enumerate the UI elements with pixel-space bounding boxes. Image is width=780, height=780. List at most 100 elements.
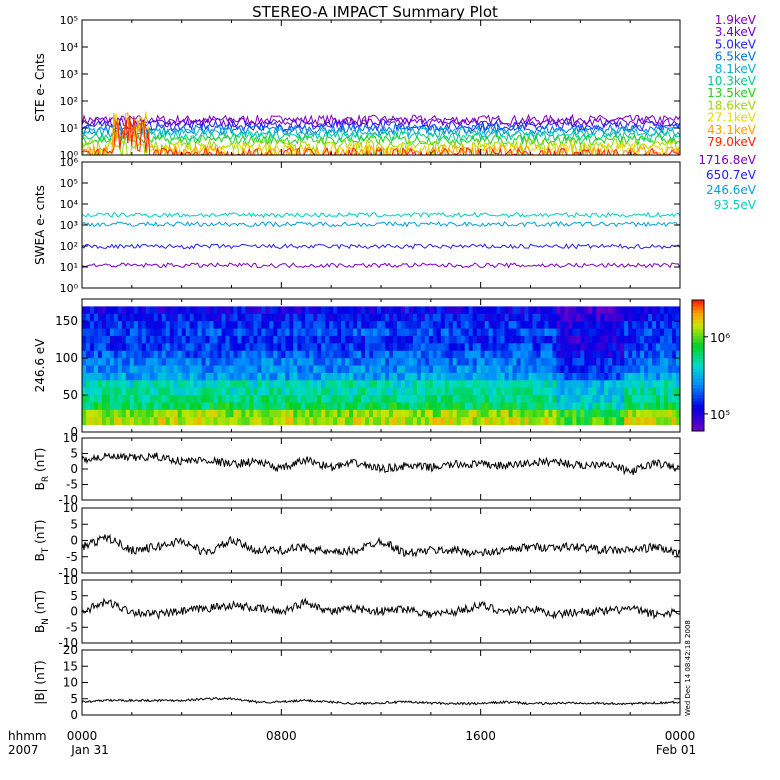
heatmap-cell: [233, 417, 238, 426]
heatmap-cell: [468, 328, 474, 337]
heatmap-cell: [145, 372, 151, 381]
heatmap-cell: [185, 335, 191, 344]
heatmap-cell: [576, 372, 581, 381]
heatmap-cell: [161, 417, 167, 426]
heatmap-cell: [253, 335, 258, 344]
heatmap-cell: [676, 343, 681, 352]
heatmap-cell: [428, 372, 434, 381]
heatmap-cell: [213, 395, 218, 403]
heatmap-cell: [676, 380, 681, 389]
heatmap-cell: [229, 321, 234, 329]
heatmap-cell: [668, 372, 673, 381]
heatmap-cell: [604, 335, 609, 344]
heatmap-cell: [552, 306, 557, 315]
heatmap-cell: [436, 402, 442, 411]
heatmap-cell: [285, 409, 290, 418]
heatmap-cell: [488, 358, 494, 366]
y-tick-label: 0: [70, 605, 78, 619]
heatmap-cell: [528, 328, 533, 337]
heatmap-cell: [616, 321, 621, 329]
heatmap-cell: [408, 335, 414, 344]
heatmap-cell: [145, 417, 151, 426]
heatmap-cell: [556, 350, 561, 359]
heatmap-cell: [193, 380, 199, 389]
heatmap-cell: [496, 321, 501, 329]
heatmap-cell: [436, 380, 442, 389]
heatmap-cell: [632, 402, 637, 411]
heatmap-cell: [564, 387, 569, 396]
heatmap-cell: [384, 343, 390, 352]
heatmap-cell: [472, 372, 478, 381]
heatmap-cell: [432, 350, 438, 359]
heatmap-cell: [476, 350, 482, 359]
heatmap-cell: [337, 380, 342, 389]
heatmap-cell: [321, 343, 326, 352]
heatmap-cell: [293, 365, 298, 374]
heatmap-cell: [560, 321, 565, 329]
heatmap-cell: [456, 409, 462, 418]
heatmap-cell: [229, 350, 234, 359]
heatmap-cell: [149, 409, 155, 418]
heatmap-cell: [556, 409, 561, 418]
heatmap-cell: [153, 395, 159, 403]
x-tick-date: Feb 01: [656, 743, 696, 757]
heatmap-cell: [644, 402, 649, 411]
heatmap-cell: [420, 358, 426, 366]
heatmap-cell: [177, 343, 183, 352]
heatmap-cell: [524, 313, 529, 322]
heatmap-cell: [604, 328, 609, 337]
heatmap-cell: [412, 365, 418, 374]
heatmap-cell: [652, 380, 657, 389]
heatmap-cell: [237, 343, 242, 352]
heatmap-cell: [432, 306, 438, 315]
heatmap-cell: [592, 380, 597, 389]
heatmap-cell: [169, 343, 175, 352]
heatmap-cell: [552, 365, 557, 374]
heatmap-cell: [664, 380, 669, 389]
heatmap-cell: [396, 350, 402, 359]
heatmap-cell: [121, 313, 127, 322]
heatmap-cell: [448, 335, 454, 344]
colorbar-segment: [692, 316, 704, 321]
heatmap-cell: [444, 402, 450, 411]
heatmap-cell: [277, 402, 282, 411]
heatmap-cell: [345, 358, 350, 366]
heatmap-cell: [452, 350, 458, 359]
series-line-10.3keV: [82, 129, 680, 143]
heatmap-cell: [620, 372, 625, 381]
heatmap-cell: [233, 328, 238, 337]
heatmap-cell: [241, 387, 246, 396]
heatmap-cell: [289, 409, 294, 418]
colorbar-segment: [692, 388, 704, 393]
heatmap-cell: [109, 387, 115, 396]
y-axis-label: 246.6 eV: [33, 338, 47, 393]
heatmap-cell: [452, 335, 458, 344]
heatmap-cell: [424, 395, 430, 403]
heatmap-cell: [628, 402, 633, 411]
heatmap-cell: [416, 417, 422, 426]
heatmap-cell: [129, 343, 135, 352]
heatmap-cell: [85, 387, 91, 396]
heatmap-cell: [377, 343, 382, 352]
heatmap-cell: [121, 328, 127, 337]
heatmap-cell: [496, 313, 501, 322]
heatmap-cell: [381, 306, 386, 315]
heatmap-cell: [169, 365, 175, 374]
heatmap-cell: [412, 417, 418, 426]
heatmap-cell: [384, 402, 390, 411]
heatmap-cell: [444, 417, 450, 426]
heatmap-cell: [628, 343, 633, 352]
colorbar-segment: [692, 411, 704, 416]
heatmap-cell: [353, 380, 358, 389]
heatmap-cell: [664, 306, 669, 315]
heatmap-cell: [113, 417, 119, 426]
heatmap-cell: [353, 417, 358, 426]
heatmap-cell: [281, 321, 286, 329]
heatmap-cell: [353, 306, 358, 315]
heatmap-cell: [377, 350, 382, 359]
heatmap-cell: [89, 395, 95, 403]
heatmap-cell: [369, 350, 374, 359]
heatmap-cell: [213, 358, 218, 366]
heatmap-cell: [388, 328, 394, 337]
heatmap-cell: [496, 409, 501, 418]
